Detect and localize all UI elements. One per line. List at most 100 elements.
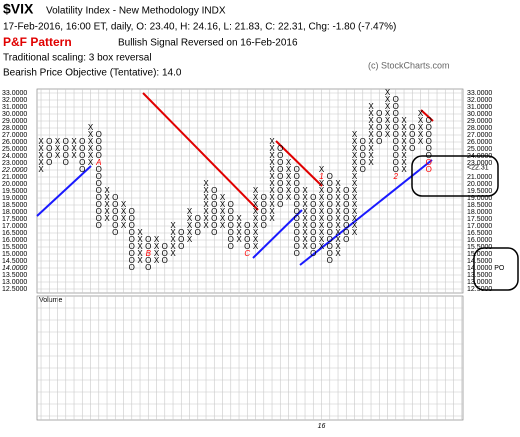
y-tick-label-right: 21.0000 xyxy=(467,174,492,181)
o-box: O xyxy=(79,151,85,160)
x-box: X xyxy=(401,151,407,160)
x-box: X xyxy=(187,228,193,237)
y-tick-label-left: 31.0000 xyxy=(2,104,27,111)
o-box: O xyxy=(393,102,399,111)
o-box: O xyxy=(162,256,168,265)
o-box: O xyxy=(294,228,300,237)
o-box: O xyxy=(244,228,250,237)
x-box: X xyxy=(187,214,193,223)
price-tag: <22.31 xyxy=(467,165,489,172)
x-box: X xyxy=(368,158,374,167)
month-marker: 2 xyxy=(393,172,399,181)
o-box: O xyxy=(277,172,283,181)
y-tick-label-left: 15.0000 xyxy=(2,251,27,258)
y-tick-label-left: 14.5000 xyxy=(2,258,27,265)
o-box: O xyxy=(426,137,432,146)
trend-lines xyxy=(36,92,434,266)
y-tick-label-right: 18.5000 xyxy=(467,202,492,209)
x-box: X xyxy=(385,123,391,132)
o-box: O xyxy=(129,242,135,251)
o-box: O xyxy=(310,193,316,202)
o-box: O xyxy=(79,165,85,174)
x-box: X xyxy=(286,158,292,167)
y-tick-label-right: 19.0000 xyxy=(467,195,492,202)
x-box: X xyxy=(203,200,209,209)
o-box: O xyxy=(129,235,135,244)
scaling-text: Traditional scaling: 3 box reversal xyxy=(3,53,152,64)
x-box: X xyxy=(236,221,242,230)
o-box: O xyxy=(376,130,382,139)
x-box: X xyxy=(352,137,358,146)
x-box: X xyxy=(137,242,143,251)
x-box: X xyxy=(55,144,61,153)
o-box: O xyxy=(129,207,135,216)
x-box: X xyxy=(352,207,358,216)
x-box: X xyxy=(203,179,209,188)
objective-text: Bearish Price Objective (Tentative): 14.… xyxy=(3,68,182,79)
o-box: O xyxy=(79,144,85,153)
copyright: (c) StockCharts.com xyxy=(368,60,450,70)
y-tick-label-left: 18.5000 xyxy=(2,202,27,209)
o-box: O xyxy=(211,228,217,237)
support-line xyxy=(36,165,92,217)
o-box: O xyxy=(294,179,300,188)
o-box: O xyxy=(294,165,300,174)
o-box: O xyxy=(310,228,316,237)
o-box: O xyxy=(343,235,349,244)
x-box: X xyxy=(352,144,358,153)
o-box: O xyxy=(96,186,102,195)
o-box: O xyxy=(393,165,399,174)
x-box: X xyxy=(401,137,407,146)
x-column: XXX xyxy=(55,137,61,160)
y-tick-label-left: 20.0000 xyxy=(2,181,27,188)
y-tick-label-left: 28.0000 xyxy=(2,125,27,132)
o-box: O xyxy=(261,200,267,209)
o-box: O xyxy=(112,228,118,237)
month-marker: B xyxy=(146,249,152,258)
x-box: X xyxy=(236,214,242,223)
o-box: O xyxy=(310,214,316,223)
x-box: X xyxy=(137,249,143,258)
support-line xyxy=(299,159,433,266)
o-box: O xyxy=(294,249,300,258)
y-tick-label-right: 13.5000 xyxy=(467,272,492,279)
o-box: O xyxy=(46,158,52,167)
y-tick-label-right: 31.0000 xyxy=(467,104,492,111)
x-box: X xyxy=(319,179,325,188)
x-box: X xyxy=(253,207,259,216)
o-box: O xyxy=(327,228,333,237)
o-box: O xyxy=(409,137,415,146)
o-box: O xyxy=(277,193,283,202)
x-box: X xyxy=(71,137,77,146)
o-box: O xyxy=(376,116,382,125)
x-box: X xyxy=(38,151,44,160)
o-box: O xyxy=(327,242,333,251)
x-box: X xyxy=(220,207,226,216)
o-box: O xyxy=(376,109,382,118)
x-box: X xyxy=(368,144,374,153)
x-box: X xyxy=(104,207,110,216)
o-box: O xyxy=(162,242,168,251)
o-box: O xyxy=(96,165,102,174)
o-box: O xyxy=(211,221,217,230)
x-box: X xyxy=(352,130,358,139)
x-box: X xyxy=(269,165,275,174)
x-box: X xyxy=(269,186,275,195)
o-box: O xyxy=(244,242,250,251)
o-box: O xyxy=(261,214,267,223)
x-box: X xyxy=(286,179,292,188)
y-tick-label-left: 21.0000 xyxy=(2,174,27,181)
y-tick-label-right: 13.0000 xyxy=(467,279,492,286)
o-box: O xyxy=(327,186,333,195)
